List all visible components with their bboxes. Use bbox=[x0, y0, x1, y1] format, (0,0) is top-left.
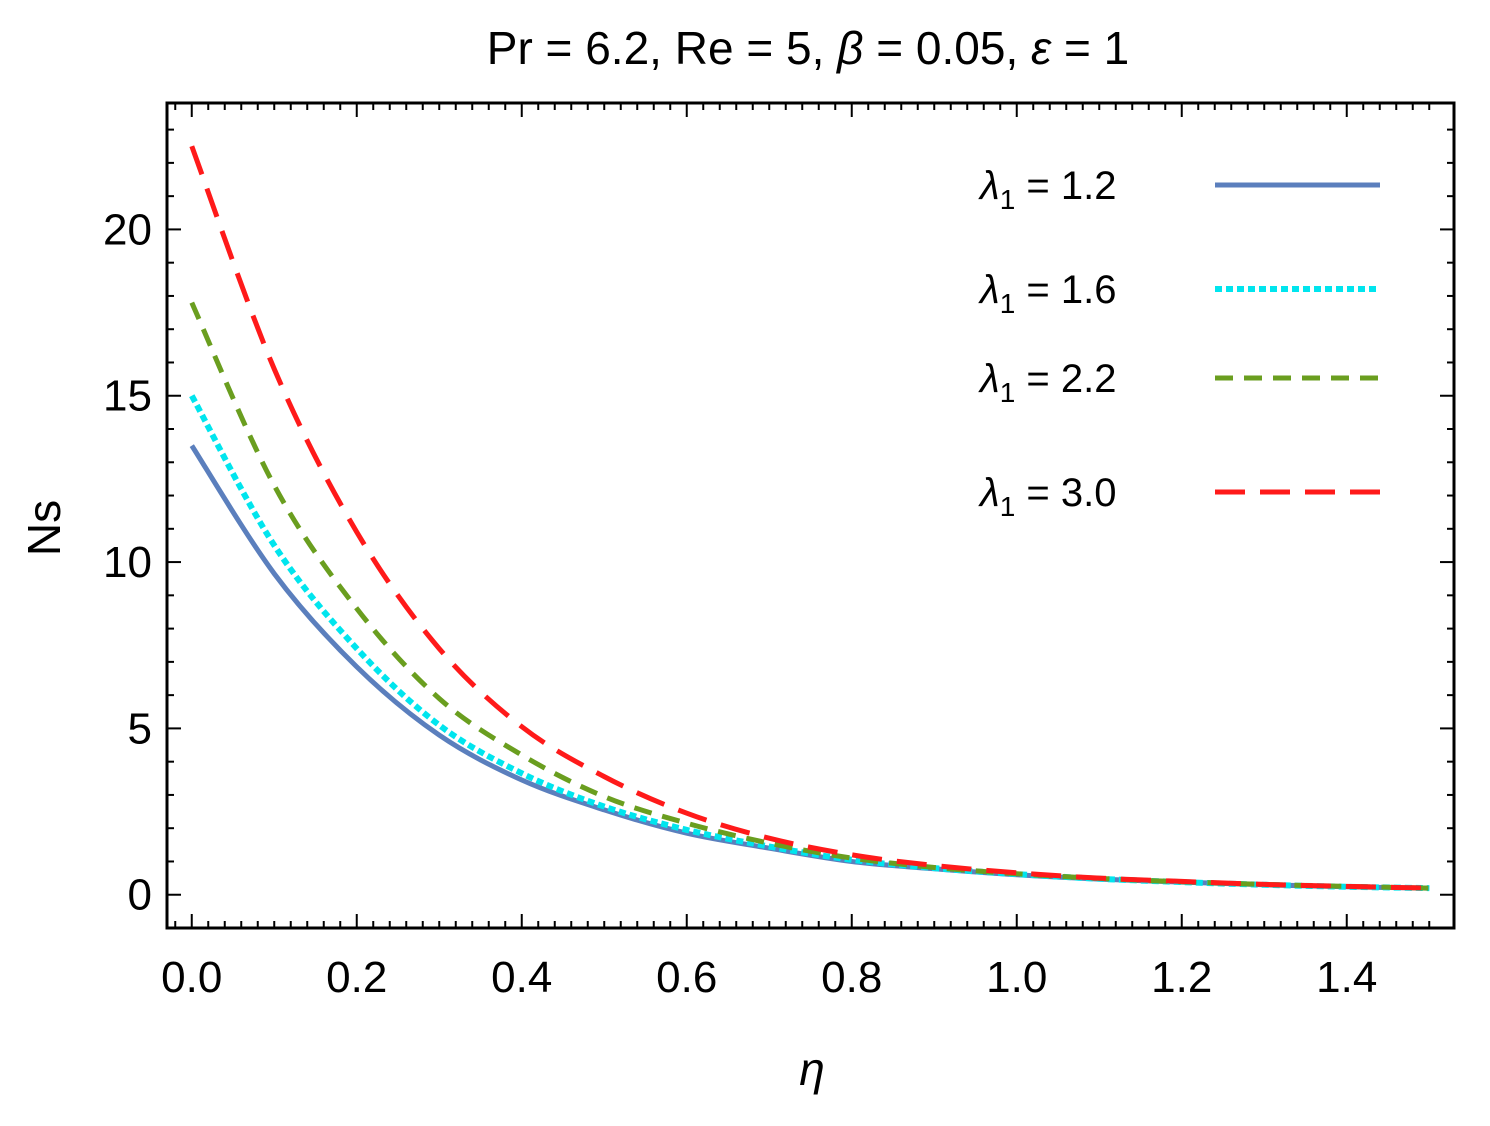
legend-label: λ1 = 1.6 bbox=[978, 268, 1116, 319]
y-tick-label: 10 bbox=[103, 538, 152, 587]
x-tick-label: 1.4 bbox=[1316, 953, 1377, 1002]
plot-background bbox=[167, 103, 1454, 928]
y-tick-label: 15 bbox=[103, 372, 152, 421]
y-tick-label: 5 bbox=[128, 704, 152, 753]
legend-entry-4: λ1 = 3.0 bbox=[978, 471, 1380, 522]
x-tick-label: 0.6 bbox=[656, 953, 717, 1002]
legend-entry-1: λ1 = 1.2 bbox=[978, 164, 1380, 215]
y-tick-label: 0 bbox=[128, 871, 152, 920]
series-line-3 bbox=[189, 301, 1430, 891]
x-tick-label: 1.2 bbox=[1151, 953, 1212, 1002]
y-tick-label: 20 bbox=[103, 205, 152, 254]
x-tick-label: 0.0 bbox=[161, 953, 222, 1002]
legend-label: λ1 = 3.0 bbox=[978, 471, 1116, 522]
plot-frame bbox=[165, 101, 1456, 930]
legend-entry-3: λ1 = 2.2 bbox=[978, 357, 1380, 408]
x-tick-label: 0.2 bbox=[326, 953, 387, 1002]
x-tick-label: 0.8 bbox=[821, 953, 882, 1002]
x-tick-labels: 0.0 0.2 0.4 0.6 0.8 1.0 1.2 1.4 bbox=[161, 953, 1377, 1002]
legend-entry-2: λ1 = 1.6 bbox=[978, 268, 1380, 319]
x-axis-label: η bbox=[799, 1043, 825, 1095]
series-line-4 bbox=[189, 145, 1430, 891]
legend: λ1 = 1.2 λ1 = 1.6 λ1 = 2.2 λ1 = 3.0 bbox=[978, 164, 1380, 522]
legend-label: λ1 = 1.2 bbox=[978, 164, 1116, 215]
x-tick-label: 0.4 bbox=[491, 953, 552, 1002]
chart-title: Pr = 6.2, Re = 5, β = 0.05, ε = 1 bbox=[487, 22, 1130, 74]
x-tick-label: 1.0 bbox=[986, 953, 1047, 1002]
y-axis-label: Ns bbox=[18, 500, 70, 556]
y-tick-labels: 0 5 10 15 20 bbox=[103, 205, 152, 919]
legend-label: λ1 = 2.2 bbox=[978, 357, 1116, 408]
series-lines bbox=[189, 145, 1430, 892]
